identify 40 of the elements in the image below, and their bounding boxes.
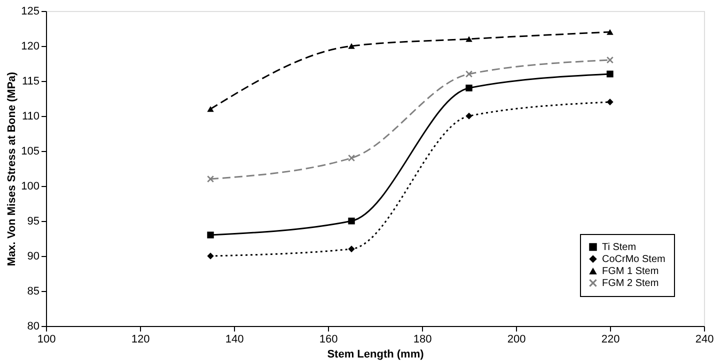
x-axis-title: Stem Length (mm) <box>327 348 424 360</box>
point <box>606 70 614 78</box>
point <box>466 70 472 78</box>
y-tick-label: 100 <box>21 180 40 192</box>
legend-label: FGM 2 Stem <box>602 278 659 289</box>
x-tick-label: 220 <box>601 334 620 346</box>
point <box>207 106 214 112</box>
y-tick-label: 125 <box>21 6 40 18</box>
x-tick-label: 180 <box>413 334 432 346</box>
point <box>466 112 472 120</box>
y-axis-title: Max. Von Mises Stress at Bone (MPa) <box>6 72 18 266</box>
x-tick-label: 140 <box>225 334 244 346</box>
x-tick-label: 100 <box>37 334 56 346</box>
x-tick-label: 120 <box>131 334 150 346</box>
legend-label: Ti Stem <box>602 242 636 253</box>
x-tick-label: 160 <box>319 334 338 346</box>
point <box>466 84 472 92</box>
x-tick-label: 240 <box>695 334 714 346</box>
point <box>606 29 614 35</box>
point <box>207 176 214 182</box>
y-tick-label: 120 <box>21 40 40 52</box>
legend-label: FGM 1 Stem <box>602 266 659 277</box>
y-tick-label: 105 <box>21 146 40 158</box>
y-tick-label: 95 <box>27 216 40 228</box>
y-tick-label: 115 <box>22 76 40 88</box>
y-tick-label: 110 <box>22 110 40 122</box>
x-tick-label: 200 <box>507 334 526 346</box>
point <box>348 154 355 162</box>
point <box>606 56 614 64</box>
y-tick-label: 80 <box>27 320 40 332</box>
y-tick-label: 90 <box>27 250 40 262</box>
legend-label: CoCrMo Stem <box>602 254 666 265</box>
point <box>348 218 355 224</box>
y-tick-label: 85 <box>27 286 40 298</box>
point <box>606 98 614 106</box>
point <box>207 232 214 238</box>
point <box>466 36 472 42</box>
point <box>348 43 355 49</box>
point <box>207 252 214 260</box>
point <box>348 246 355 252</box>
